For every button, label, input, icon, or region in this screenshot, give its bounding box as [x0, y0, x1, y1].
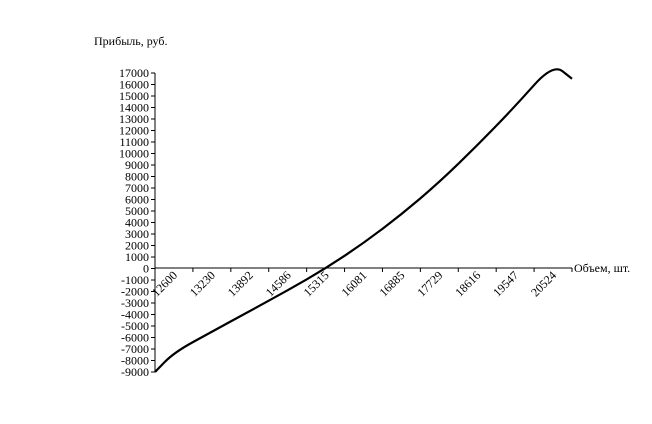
y-tick-label: 17000: [119, 66, 149, 80]
y-tick-label: 9000: [125, 158, 149, 172]
x-tick-label: 16081: [339, 268, 370, 299]
y-tick-label: -3000: [121, 296, 149, 310]
y-tick-label: -4000: [121, 308, 149, 322]
x-axis-ticks: 12600 13230 13892 14586 15315 16081 16885 17729…: [149, 268, 573, 299]
x-axis-title: Объем, шт.: [574, 261, 630, 275]
x-tick-label: 13230: [187, 268, 218, 299]
y-tick-label: 5000: [125, 204, 149, 218]
x-tick-label: 16885: [376, 268, 407, 299]
y-tick-label: -1000: [121, 273, 149, 287]
y-tick-label: -6000: [121, 331, 149, 345]
x-tick-label: 12600: [149, 268, 180, 299]
y-tick-label: 0: [143, 262, 149, 276]
x-tick-label: 17729: [414, 268, 445, 299]
y-tick-label: 1000: [125, 250, 149, 264]
y-tick-label: 15000: [119, 89, 149, 103]
y-tick-label: -5000: [121, 319, 149, 333]
y-tick-label: -2000: [121, 285, 149, 299]
y-tick-label: -9000: [121, 365, 149, 379]
y-tick-label: 14000: [119, 101, 149, 115]
y-tick-label: 3000: [125, 227, 149, 241]
y-tick-label: -8000: [121, 354, 149, 368]
y-axis-title: Прибыль, руб.: [94, 34, 168, 48]
y-tick-label: 4000: [125, 216, 149, 230]
y-tick-label: 11000: [119, 135, 149, 149]
x-tick-label: 19547: [490, 268, 521, 299]
profit-line: [154, 68, 573, 373]
y-tick-label: 12000: [119, 124, 149, 138]
x-tick-label: 20524: [528, 268, 559, 299]
x-tick-label: 18616: [452, 268, 483, 299]
y-tick-label: 2000: [125, 239, 149, 253]
x-tick-label: 13892: [225, 268, 256, 299]
y-tick-label: 8000: [125, 170, 149, 184]
y-axis-ticks: 1700016000150001400013000120001100010000…: [119, 66, 155, 379]
y-tick-label: 16000: [119, 78, 149, 92]
y-tick-label: 10000: [119, 147, 149, 161]
y-tick-label: -7000: [121, 342, 149, 356]
y-tick-label: 6000: [125, 193, 149, 207]
y-tick-label: 7000: [125, 181, 149, 195]
y-tick-label: 13000: [119, 112, 149, 126]
